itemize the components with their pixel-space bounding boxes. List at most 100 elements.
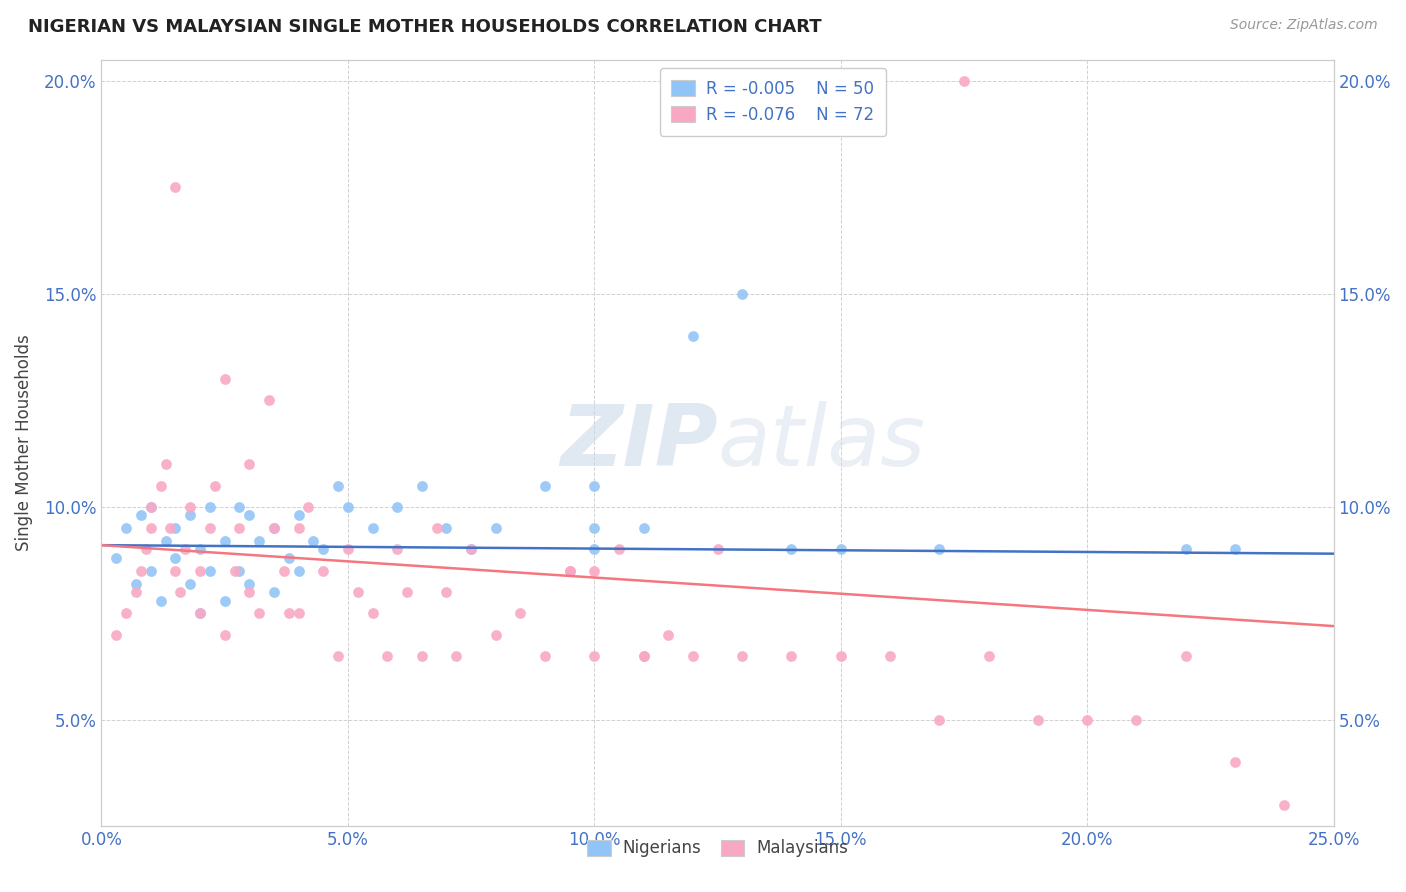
Point [224,564,246,578]
Point [446,648,468,663]
Point [558,564,581,578]
Point [155,457,177,471]
Point [165,180,187,194]
Point [312,564,335,578]
Point [214,593,236,607]
Point [149,593,172,607]
Point [385,500,408,514]
Point [312,542,335,557]
Y-axis label: Single Mother Households: Single Mother Households [15,334,32,551]
Point [179,500,201,514]
Point [188,564,211,578]
Point [287,607,309,621]
Point [139,500,162,514]
Point [277,607,299,621]
Point [129,564,152,578]
Point [139,500,162,514]
Point [169,585,191,599]
Point [188,607,211,621]
Point [426,521,449,535]
Point [238,508,260,523]
Point [731,648,754,663]
Point [706,542,728,557]
Text: NIGERIAN VS MALAYSIAN SINGLE MOTHER HOUSEHOLDS CORRELATION CHART: NIGERIAN VS MALAYSIAN SINGLE MOTHER HOUS… [28,18,821,36]
Point [879,648,901,663]
Point [179,576,201,591]
Point [297,500,319,514]
Point [436,521,458,535]
Point [238,576,260,591]
Point [188,542,211,557]
Point [436,585,458,599]
Point [139,564,162,578]
Point [263,521,285,535]
Point [485,627,508,641]
Point [977,648,1000,663]
Point [953,74,976,88]
Point [165,550,187,565]
Point [336,542,359,557]
Point [159,521,181,535]
Point [198,521,221,535]
Point [633,521,655,535]
Point [375,648,398,663]
Point [287,508,309,523]
Point [633,648,655,663]
Point [731,286,754,301]
Point [165,521,187,535]
Point [607,542,630,557]
Point [1272,797,1295,812]
Point [361,607,384,621]
Point [155,533,177,548]
Point [583,521,606,535]
Point [1174,542,1197,557]
Point [682,329,704,343]
Point [105,550,128,565]
Point [228,500,250,514]
Point [780,542,803,557]
Point [1174,648,1197,663]
Point [115,607,138,621]
Point [326,478,349,492]
Point [165,564,187,578]
Point [583,648,606,663]
Point [583,542,606,557]
Text: atlas: atlas [717,401,925,484]
Point [228,521,250,535]
Text: ZIP: ZIP [560,401,717,484]
Point [287,521,309,535]
Point [633,648,655,663]
Point [928,713,950,727]
Point [361,521,384,535]
Point [214,627,236,641]
Point [257,393,280,408]
Point [228,564,250,578]
Point [928,542,950,557]
Point [247,607,270,621]
Point [139,521,162,535]
Point [287,564,309,578]
Point [263,521,285,535]
Point [188,607,211,621]
Point [336,500,359,514]
Point [509,607,531,621]
Point [302,533,325,548]
Point [583,564,606,578]
Point [1223,542,1246,557]
Point [238,457,260,471]
Point [273,564,295,578]
Point [263,585,285,599]
Point [385,542,408,557]
Point [125,576,148,591]
Point [105,627,128,641]
Point [830,648,852,663]
Point [460,542,482,557]
Point [460,542,482,557]
Point [682,648,704,663]
Text: Source: ZipAtlas.com: Source: ZipAtlas.com [1230,18,1378,32]
Point [204,478,226,492]
Point [346,585,368,599]
Point [238,585,260,599]
Point [558,564,581,578]
Point [780,648,803,663]
